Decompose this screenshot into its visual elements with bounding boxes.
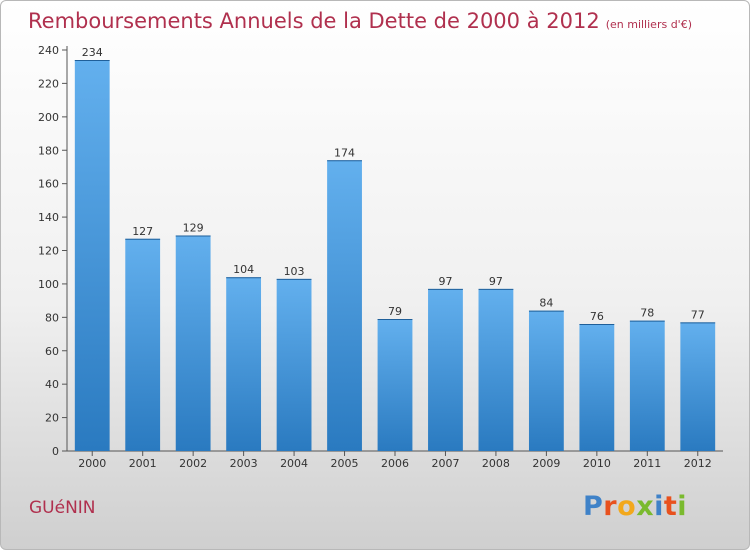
logo-letter: t (663, 491, 678, 522)
x-tick-label: 2005 (331, 457, 359, 470)
x-tick-label: 2002 (179, 457, 207, 470)
y-tick-label: 220 (38, 77, 59, 90)
bar-value-label: 127 (132, 225, 153, 238)
bar-value-label: 129 (183, 221, 204, 234)
y-tick-label: 100 (38, 278, 59, 291)
y-tick-label: 160 (38, 178, 59, 191)
bar-value-label: 77 (691, 308, 705, 321)
bar (478, 288, 514, 451)
bar (428, 288, 463, 451)
bar-value-label: 84 (539, 297, 553, 310)
bar-value-label: 174 (334, 146, 355, 159)
bar-value-label: 97 (489, 275, 503, 288)
bar-value-label: 97 (438, 275, 452, 288)
town-name: GUéNIN (29, 498, 96, 518)
logo-letter: i (677, 491, 688, 522)
bar (175, 235, 211, 451)
bar (629, 320, 665, 451)
x-tick-label: 2012 (684, 457, 712, 470)
bar-value-label: 78 (640, 307, 654, 320)
y-tick-label: 40 (45, 378, 59, 391)
logo-letter: x (636, 491, 655, 522)
bar (528, 310, 564, 451)
logo-letter: r (603, 491, 618, 522)
bar (680, 322, 716, 451)
bar (327, 160, 362, 451)
logo-letter: i (654, 491, 664, 522)
x-tick-label: 2003 (230, 457, 258, 470)
x-tick-label: 2001 (129, 457, 157, 470)
y-tick-label: 0 (52, 445, 59, 458)
y-tick-label: 80 (45, 311, 59, 324)
bar (579, 324, 615, 451)
bar-value-label: 104 (233, 263, 254, 276)
bar (377, 319, 413, 451)
x-tick-label: 2004 (280, 457, 308, 470)
x-tick-label: 2000 (78, 457, 106, 470)
bar (226, 277, 262, 451)
proxiti-logo: Proxiti (583, 491, 687, 522)
y-tick-label: 140 (38, 211, 59, 224)
y-tick-label: 60 (45, 345, 59, 358)
y-tick-label: 120 (38, 245, 59, 258)
bar-value-label: 79 (388, 305, 402, 318)
bar-value-label: 234 (82, 46, 103, 59)
y-tick-label: 180 (38, 144, 59, 157)
logo-letter: o (617, 491, 637, 522)
x-tick-label: 2011 (633, 457, 661, 470)
bar (74, 60, 110, 452)
x-tick-label: 2008 (482, 457, 510, 470)
chart-title-text: Remboursements Annuels de la Dette de 20… (28, 9, 600, 33)
x-tick-label: 2010 (583, 457, 611, 470)
bar-value-label: 76 (590, 310, 604, 323)
x-tick-label: 2007 (431, 457, 459, 470)
y-tick-label: 240 (38, 44, 59, 57)
y-tick-label: 20 (45, 412, 59, 425)
unit-note: (en milliers d'€) (605, 18, 692, 31)
bar (276, 278, 312, 451)
y-tick-label: 200 (38, 111, 59, 124)
bar-value-label: 103 (284, 265, 305, 278)
bar (125, 238, 161, 451)
x-tick-label: 2006 (381, 457, 409, 470)
chart-title: Remboursements Annuels de la Dette de 20… (28, 9, 692, 33)
x-tick-label: 2009 (532, 457, 560, 470)
logo-letter: P (583, 491, 604, 522)
